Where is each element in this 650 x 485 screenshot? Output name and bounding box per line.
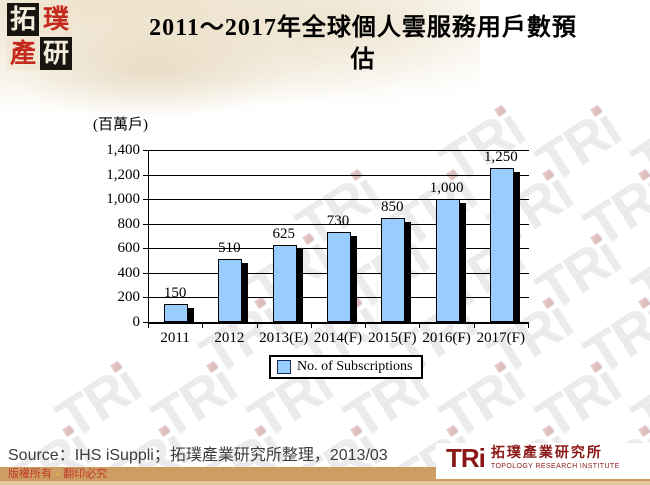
copyright-bar-strip — [0, 481, 650, 485]
page-title: 2011～2017年全球個人雲服務用戶數預估 — [85, 12, 641, 76]
bar-shadow — [513, 172, 520, 322]
y-axis-tick — [143, 272, 148, 274]
bar-2016(F) — [435, 199, 460, 322]
y-axis-tick — [143, 322, 148, 323]
bar-value-label: 625 — [272, 226, 295, 243]
x-axis-tick — [256, 323, 258, 328]
tri-logo-chinese-name: 拓璞產業研究所 — [490, 446, 603, 461]
bar-2017(F) — [489, 168, 514, 322]
bar-2014(F) — [327, 232, 351, 322]
y-axis-tick — [143, 248, 148, 250]
page-title-line2: 估 — [350, 47, 376, 73]
tri-wordmark: TRi — [446, 443, 486, 473]
x-axis-tick — [148, 323, 149, 328]
gridline — [149, 150, 529, 151]
y-axis-tick-label: 800 — [117, 215, 141, 232]
page-title-line1: 2011～2017年全球個人雲服務用戶數預 — [149, 15, 577, 41]
y-axis-tick — [143, 223, 148, 225]
x-axis-tick-label: 2015(F) — [368, 330, 417, 346]
bar-shadow — [242, 263, 249, 322]
tri-logo: TRi 拓璞產業研究所 TOPOLOGY RESEARCH INSTITUTE — [436, 443, 650, 479]
bar-shadow — [459, 203, 466, 322]
seal-char: 研 — [40, 37, 72, 70]
x-axis-tick-label: 2013(E) — [259, 330, 309, 346]
y-axis-tick-label: 0 — [132, 314, 141, 330]
y-axis-tick — [143, 174, 148, 176]
y-axis-tick — [143, 199, 148, 201]
bar-shadow — [188, 307, 195, 322]
x-axis-tick-label: 2012 — [214, 330, 245, 346]
seal-char: 拓 — [7, 3, 39, 36]
y-axis-tick — [143, 297, 148, 299]
bar-2013(E) — [272, 245, 297, 322]
x-axis-tick-label: 2011 — [160, 330, 190, 346]
x-axis-tick-label: 2016(F) — [422, 330, 471, 346]
legend-swatch-icon — [277, 360, 291, 374]
tri-logo-names: 拓璞產業研究所 TOPOLOGY RESEARCH INSTITUTE — [491, 445, 620, 471]
x-axis-tick-label: 2014(F) — [313, 330, 363, 346]
topology-seal-logo: 拓 璞 產 研 — [7, 3, 73, 71]
gridline — [149, 223, 529, 225]
y-axis-tick-label: 1,000 — [106, 191, 140, 208]
bar-2012 — [218, 259, 243, 322]
tri-logo-english-name: TOPOLOGY RESEARCH INSTITUTE — [490, 463, 620, 470]
x-axis-tick — [419, 323, 421, 328]
x-axis-tick — [310, 323, 312, 328]
legend-label: No. of Subscriptions — [297, 359, 413, 374]
copyright-left: 版權所有 — [8, 468, 52, 480]
y-axis-tick-label: 600 — [117, 240, 141, 257]
bar-value-label: 150 — [163, 284, 187, 301]
legend: No. of Subscriptions — [269, 355, 423, 379]
copyright-text: 版權所有 ▪ 翻印必究 — [8, 468, 107, 480]
x-axis-tick — [473, 323, 475, 328]
copyright-right: 翻印必究 — [63, 468, 108, 480]
plot-area — [148, 150, 529, 324]
x-axis-tick — [365, 323, 367, 328]
x-axis-tick — [202, 323, 204, 328]
copyright-separator-icon: ▪ — [56, 469, 60, 479]
y-axis-tick-label: 1,400 — [106, 142, 140, 158]
gridline — [149, 199, 529, 201]
y-axis-tick-label: 1,200 — [106, 166, 140, 183]
x-axis-tick — [528, 323, 529, 328]
y-axis-unit-label: (百萬戶) — [93, 117, 148, 133]
bar-2015(F) — [381, 217, 406, 322]
bar-value-label: 730 — [326, 213, 350, 230]
y-axis-tick-label: 200 — [117, 289, 141, 306]
bar-shadow — [351, 236, 357, 322]
bar-shadow — [296, 249, 303, 322]
bar-2011 — [164, 303, 189, 322]
y-axis-tick-label: 400 — [117, 264, 141, 281]
bar-value-label: 1,000 — [429, 180, 464, 197]
gridline — [149, 174, 529, 176]
bar-value-label: 850 — [381, 198, 404, 215]
seal-char: 璞 — [40, 3, 72, 36]
seal-char: 產 — [7, 37, 39, 70]
y-axis-tick — [143, 150, 148, 151]
bar-value-label: 510 — [218, 240, 241, 257]
bar-shadow — [405, 221, 412, 322]
bar-value-label: 1,250 — [483, 149, 518, 166]
source-note: Source：IHS iSuppli；拓璞產業研究所整理，2013/03 — [8, 447, 388, 464]
x-axis-tick-label: 2017(F) — [476, 330, 526, 346]
